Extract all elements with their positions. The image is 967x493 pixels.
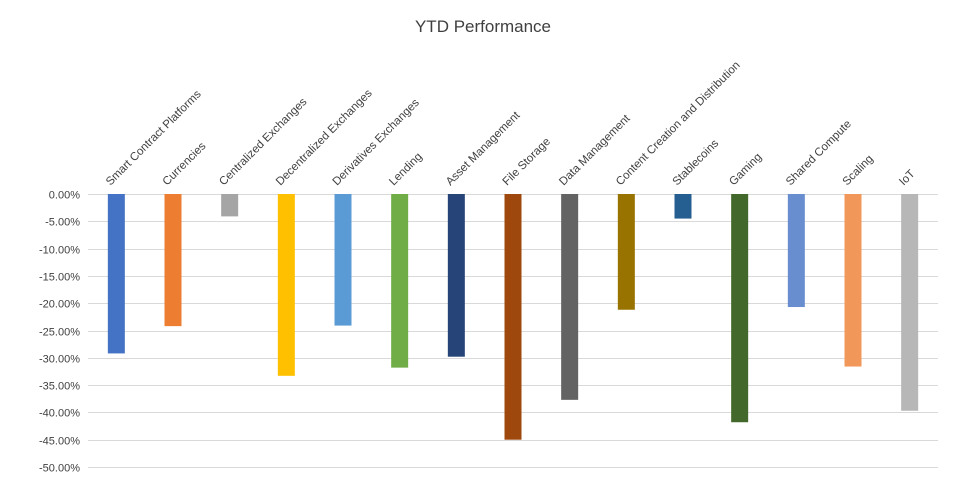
category-label: Stablecoins <box>671 137 722 188</box>
category-label: Decentralized Exchanges <box>274 87 375 188</box>
bar-smart-contract-platforms <box>107 194 125 354</box>
bar-content-creation-and-distribution <box>617 194 635 310</box>
bar-derivatives-exchanges <box>334 194 352 326</box>
y-tick-label: -10.00% <box>39 245 80 257</box>
chart-title: YTD Performance <box>415 17 551 36</box>
category-label: File Storage <box>501 136 553 188</box>
bar-file-storage <box>504 194 522 440</box>
category-label: Scaling <box>841 153 876 188</box>
category-label: Currencies <box>161 140 209 188</box>
bar-stablecoins <box>674 194 692 219</box>
y-tick-label: -45.00% <box>39 436 80 448</box>
category-label: Gaming <box>727 151 764 188</box>
bar-decentralized-exchanges <box>277 194 295 376</box>
y-tick-label: -50.00% <box>39 463 80 475</box>
y-tick-label: -15.00% <box>39 272 80 284</box>
bar-shared-compute <box>787 194 805 308</box>
bar-lending <box>391 194 409 368</box>
y-tick-label: -30.00% <box>39 354 80 366</box>
bar-currencies <box>164 194 182 327</box>
y-tick-label: -35.00% <box>39 381 80 393</box>
category-label: IoT <box>897 168 917 188</box>
category-label: Content Creation and Distribution <box>614 59 743 188</box>
y-axis-ticks: 0.00% -5.00% -10.00% -15.00% -20.00% -25.00% -… <box>39 190 80 475</box>
bar-gaming <box>731 194 749 423</box>
y-tick-label: -20.00% <box>39 299 80 311</box>
bar-data-management <box>561 194 579 400</box>
bar-asset-management <box>447 194 465 357</box>
category-label: Smart Contract Platforms <box>104 88 204 188</box>
y-tick-label: -5.00% <box>45 217 80 229</box>
category-label: Lending <box>387 151 424 188</box>
y-tick-label: 0.00% <box>49 190 80 202</box>
y-tick-label: -25.00% <box>39 327 80 339</box>
y-tick-label: -40.00% <box>39 408 80 420</box>
bar-iot <box>901 194 919 411</box>
bar-scaling <box>844 194 862 367</box>
bars <box>107 194 919 440</box>
bar-centralized-exchanges <box>221 194 239 217</box>
